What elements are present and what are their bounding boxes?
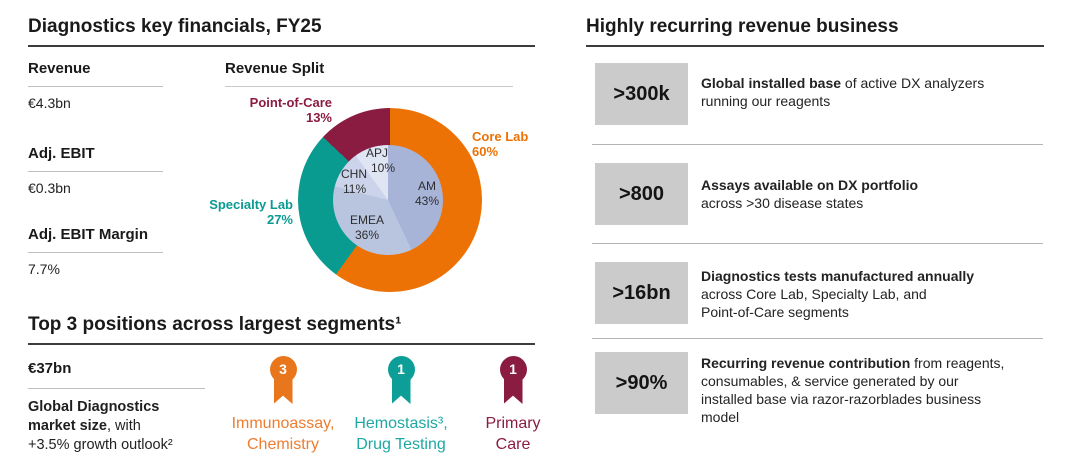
medal-ribbon-tail-icon (503, 376, 523, 404)
stat-desc-assays: Assays available on DX portfolio across … (701, 176, 1047, 212)
ranking-medal-primary-care: 1 (483, 356, 543, 404)
stat-desc-installed-base: Global installed base of active DX analy… (701, 74, 1047, 110)
stat-box-recurring-revenue: >90% (595, 352, 688, 414)
ranking-label-line2: Drug Testing (356, 436, 446, 453)
stat-desc-rest: across Core Lab, Specialty Lab, and Poin… (701, 286, 927, 320)
chart-label-apj-pct: 10% (371, 161, 396, 175)
market-size-description-rest: , with +3.5% growth outlook² (28, 418, 173, 453)
ranking-label-line1: Primary (485, 415, 541, 432)
chart-label-am-name: AM (418, 179, 436, 193)
stat-revenue: Revenue €4.3bn (28, 60, 163, 111)
donut-inner-pie (333, 145, 443, 255)
bottom-left-section-title: Top 3 positions across largest segments¹ (28, 314, 535, 345)
stat-desc-rest: from reagents, consumables, & service ge… (701, 355, 1005, 425)
chart-label-point-of-care-name: Point-of-Care (249, 95, 332, 110)
chart-label-core-lab: Core Lab 60% (472, 129, 528, 159)
chart-label-specialty-lab-pct: 27% (266, 212, 293, 227)
chart-label-apj-name: APJ (366, 146, 389, 160)
chart-label-point-of-care-pct: 13% (305, 110, 332, 125)
market-size-stat: €37bn Global Diagnostics market size, wi… (28, 360, 205, 455)
market-size-description-bold: Global Diagnostics market size (28, 399, 160, 434)
stat-revenue-value: €4.3bn (28, 95, 71, 111)
market-size-value: €37bn (28, 360, 205, 389)
stat-adj-ebit-margin-label: Adj. EBIT Margin (28, 226, 163, 253)
chart-label-point-of-care: Point-of-Care 13% (200, 95, 332, 125)
right-section-title: Highly recurring revenue business (586, 16, 1044, 47)
chart-label-chn-pct: 11% (343, 182, 367, 196)
divider (592, 338, 1043, 339)
stat-desc-bold: Assays available on DX portfolio (701, 177, 919, 193)
medal-ribbon-tail-icon (391, 376, 411, 404)
recurring-item-tests: >16bn Diagnostics tests manufactured ann… (595, 262, 1047, 324)
stat-box-installed-base: >300k (595, 63, 688, 125)
stat-adj-ebit-margin: Adj. EBIT Margin 7.7% (28, 226, 163, 277)
revenue-split-chart: Point-of-Care 13% Core Lab 60% Specialty… (200, 92, 545, 308)
divider (592, 243, 1043, 244)
stat-desc-bold: Recurring revenue contribution (701, 355, 911, 371)
chart-label-emea-name: EMEA (350, 213, 385, 227)
medal-rank-badge: 3 (269, 356, 297, 383)
stat-adj-ebit-value: €0.3bn (28, 180, 71, 196)
ranking-label-line1: Hemostasis³, (354, 415, 448, 432)
ranking-label-hemostasis: Hemostasis³, Drug Testing (331, 413, 471, 455)
ranking-label-line2: Chemistry (246, 436, 319, 453)
recurring-item-installed-base: >300k Global installed base of active DX… (595, 63, 1047, 125)
stat-box-tests: >16bn (595, 262, 688, 324)
chart-label-specialty-lab: Specialty Lab 27% (200, 197, 293, 227)
ranking-label-immunoassay: Immunoassay, Chemistry (213, 413, 353, 455)
ranking-medal-immunoassay: 3 (253, 356, 313, 404)
stat-desc-tests: Diagnostics tests manufactured annually … (701, 267, 1047, 321)
stat-adj-ebit-margin-value: 7.7% (28, 261, 60, 277)
stat-desc-rest: of active DX analyzers running our reage… (701, 75, 985, 109)
ranking-medal-hemostasis: 1 (371, 356, 431, 404)
chart-label-core-lab-name: Core Lab (472, 129, 529, 144)
chart-label-chn-name: CHN (341, 167, 367, 181)
medal-rank-badge: 1 (499, 356, 527, 383)
chart-label-core-lab-pct: 60% (472, 144, 499, 159)
ranking-label-line2: Care (495, 436, 531, 453)
stat-adj-ebit-label: Adj. EBIT (28, 145, 163, 172)
stat-adj-ebit: Adj. EBIT €0.3bn (28, 145, 163, 196)
revenue-split-heading: Revenue Split (225, 60, 513, 87)
chart-label-am-pct: 43% (415, 194, 440, 208)
chart-label-specialty-lab-name: Specialty Lab (209, 197, 293, 212)
left-section-title: Diagnostics key financials, FY25 (28, 16, 535, 47)
divider (592, 144, 1043, 145)
medal-rank-badge: 1 (387, 356, 415, 383)
recurring-item-recurring-revenue: >90% Recurring revenue contribution from… (595, 352, 1047, 426)
stat-revenue-label: Revenue (28, 60, 163, 87)
recurring-item-assays: >800 Assays available on DX portfolio ac… (595, 163, 1047, 225)
ranking-label-line1: Immunoassay, (231, 415, 335, 432)
medal-ribbon-tail-icon (273, 376, 293, 404)
stat-desc-bold: Global installed base (701, 75, 842, 91)
ranking-label-primary-care: Primary Care (443, 413, 583, 455)
market-size-description: Global Diagnostics market size, with +3.… (28, 389, 193, 455)
stat-desc-rest: across >30 disease states (701, 195, 864, 211)
chart-label-emea-pct: 36% (355, 228, 380, 242)
stat-desc-bold: Diagnostics tests manufactured annually (701, 268, 975, 284)
stat-desc-recurring-revenue: Recurring revenue contribution from reag… (701, 354, 1047, 426)
stat-box-assays: >800 (595, 163, 688, 225)
